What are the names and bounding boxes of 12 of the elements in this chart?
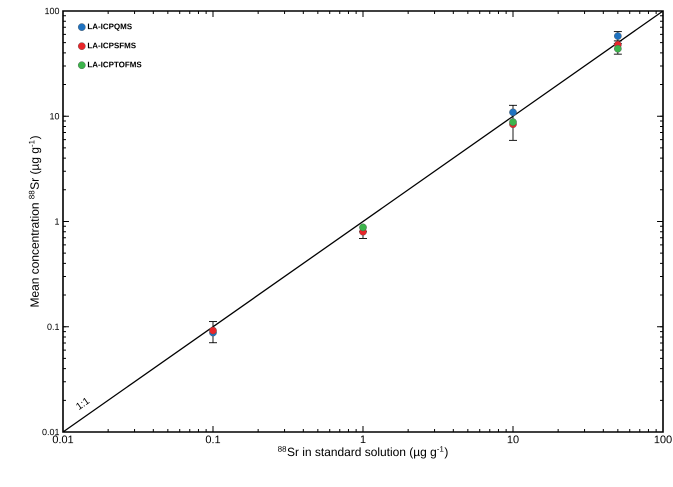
- y-tick-label: 0.1: [47, 324, 60, 330]
- y-tick-label: 100: [45, 8, 60, 14]
- y-axis-title: Mean concentration $^{88}$Sr (µg g$^{-1}$): [28, 136, 42, 307]
- y-tick-label: 0.01: [42, 428, 60, 436]
- x-axis-title: $^{88}$Sr in standard solution (µg g$^{-1}$): [278, 446, 448, 459]
- annotation: 1:1: [76, 398, 90, 410]
- x-tick-label: 0.1: [206, 436, 220, 444]
- x-tick-label: 10: [508, 436, 519, 444]
- y-tick-label: 10: [50, 113, 60, 120]
- x-tick-label: 1: [360, 436, 366, 444]
- x-tick-label: 100: [654, 436, 672, 444]
- y-tick-label: 1: [55, 218, 60, 225]
